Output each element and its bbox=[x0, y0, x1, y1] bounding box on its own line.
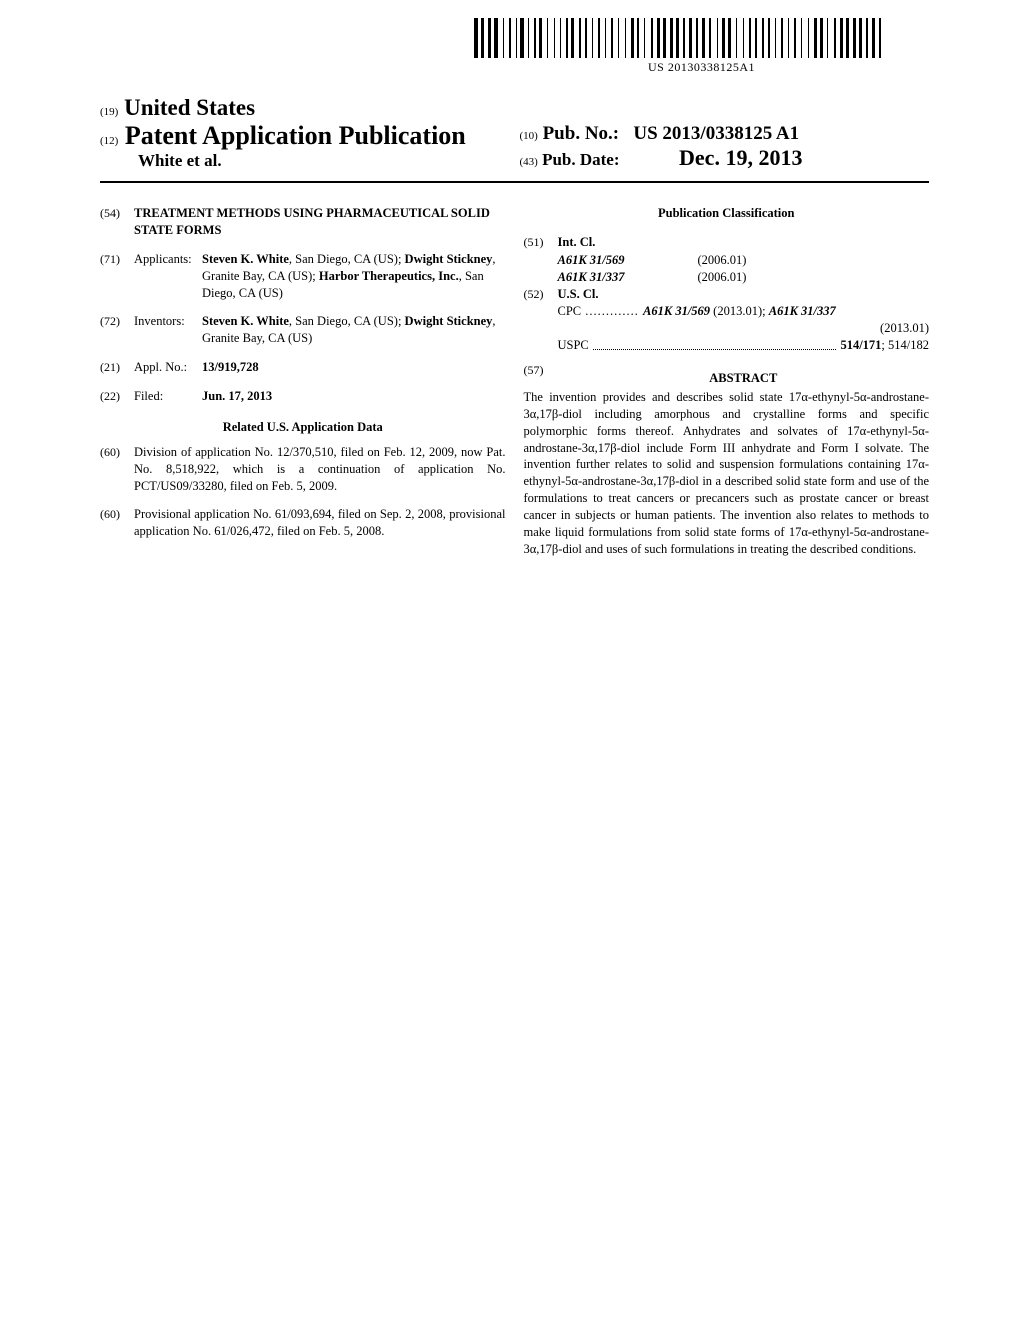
cpc-label: CPC bbox=[558, 304, 582, 318]
country: United States bbox=[124, 95, 255, 120]
uspc-val2: ; 514/182 bbox=[881, 337, 929, 354]
code-21: (21) bbox=[100, 359, 134, 376]
left-column: (54) TREATMENT METHODS USING PHARMACEUTI… bbox=[100, 205, 506, 558]
right-column: Publication Classification (51) Int. Cl.… bbox=[524, 205, 930, 558]
pub-type: Patent Application Publication bbox=[125, 121, 466, 150]
code-51: (51) bbox=[524, 234, 558, 251]
dots bbox=[593, 337, 837, 350]
code-19: (19) bbox=[100, 106, 118, 118]
code-72: (72) bbox=[100, 313, 134, 347]
intcl-row: A61K 31/569 (2006.01) bbox=[558, 252, 930, 269]
f60a-text: Division of application No. 12/370,510, … bbox=[134, 444, 506, 495]
label-applicants: Applicants: bbox=[134, 251, 202, 302]
content-columns: (54) TREATMENT METHODS USING PHARMACEUTI… bbox=[100, 205, 929, 558]
pubdate: Dec. 19, 2013 bbox=[679, 145, 802, 170]
intcl-year: (2006.01) bbox=[698, 269, 747, 286]
related-data-head: Related U.S. Application Data bbox=[100, 419, 506, 436]
field-60a: (60) Division of application No. 12/370,… bbox=[100, 444, 506, 495]
field-54: (54) TREATMENT METHODS USING PHARMACEUTI… bbox=[100, 205, 506, 239]
pubno-label: Pub. No.: bbox=[543, 123, 620, 144]
header-pubtype-line: (12) Patent Application Publication bbox=[100, 121, 510, 151]
applicants-value: Steven K. White, San Diego, CA (US); Dwi… bbox=[202, 251, 506, 302]
cpc-year2: (2013.01) bbox=[524, 320, 930, 337]
barcode-block: US 20130338125A1 bbox=[474, 18, 929, 75]
cpc-line: CPCA61K 31/569 (2013.01); A61K 31/337 bbox=[558, 303, 930, 320]
code-57: (57) bbox=[524, 362, 558, 387]
code-22: (22) bbox=[100, 388, 134, 405]
pubdate-label: Pub. Date: bbox=[542, 150, 619, 169]
code-60b: (60) bbox=[100, 506, 134, 540]
label-applno: Appl. No.: bbox=[134, 359, 202, 376]
code-71: (71) bbox=[100, 251, 134, 302]
pub-date-line: (43) Pub. Date: Dec. 19, 2013 bbox=[520, 145, 930, 171]
dots bbox=[581, 304, 643, 318]
author-line: White et al. bbox=[100, 151, 510, 171]
applno-value: 13/919,728 bbox=[202, 360, 259, 374]
code-12: (12) bbox=[100, 135, 118, 147]
code-43: (43) bbox=[520, 156, 538, 168]
abstract-head: ABSTRACT bbox=[558, 370, 930, 387]
field-71: (71) Applicants: Steven K. White, San Di… bbox=[100, 251, 506, 302]
field-21: (21) Appl. No.: 13/919,728 bbox=[100, 359, 506, 376]
barcode bbox=[474, 18, 929, 58]
f60b-text: Provisional application No. 61/093,694, … bbox=[134, 506, 506, 540]
pub-no-line: (10) Pub. No.: US 2013/0338125 A1 bbox=[520, 123, 930, 145]
abstract-body: The invention provides and describes sol… bbox=[524, 389, 930, 558]
field-51: (51) Int. Cl. bbox=[524, 234, 930, 251]
header-country-line: (19) United States bbox=[100, 95, 510, 121]
uspc-val1: 514/171 bbox=[840, 337, 881, 354]
intcl-class: A61K 31/569 bbox=[558, 252, 698, 269]
field-57: (57) ABSTRACT bbox=[524, 362, 930, 387]
field-22: (22) Filed: Jun. 17, 2013 bbox=[100, 388, 506, 405]
uspc-line: USPC 514/171; 514/182 bbox=[558, 337, 930, 354]
field-60b: (60) Provisional application No. 61/093,… bbox=[100, 506, 506, 540]
cpc-value2: A61K 31/337 bbox=[769, 304, 836, 318]
code-60a: (60) bbox=[100, 444, 134, 495]
code-52: (52) bbox=[524, 286, 558, 303]
code-10: (10) bbox=[520, 130, 538, 142]
barcode-text: US 20130338125A1 bbox=[474, 60, 929, 75]
label-filed: Filed: bbox=[134, 388, 202, 405]
label-intcl: Int. Cl. bbox=[558, 234, 596, 251]
code-54: (54) bbox=[100, 205, 134, 239]
field-72: (72) Inventors: Steven K. White, San Die… bbox=[100, 313, 506, 347]
intcl-class: A61K 31/337 bbox=[558, 269, 698, 286]
cpc-value: A61K 31/569 bbox=[643, 304, 710, 318]
intcl-year: (2006.01) bbox=[698, 252, 747, 269]
field-52: (52) U.S. Cl. bbox=[524, 286, 930, 303]
inventors-value: Steven K. White, San Diego, CA (US); Dwi… bbox=[202, 313, 506, 347]
classification-head: Publication Classification bbox=[524, 205, 930, 222]
label-inventors: Inventors: bbox=[134, 313, 202, 347]
pubno: US 2013/0338125 A1 bbox=[633, 123, 799, 144]
uspc-label: USPC bbox=[558, 337, 589, 354]
intcl-row: A61K 31/337 (2006.01) bbox=[558, 269, 930, 286]
title: TREATMENT METHODS USING PHARMACEUTICAL S… bbox=[134, 205, 506, 239]
label-uscl: U.S. Cl. bbox=[558, 286, 599, 303]
header: (19) United States (12) Patent Applicati… bbox=[100, 95, 929, 183]
filed-value: Jun. 17, 2013 bbox=[202, 389, 272, 403]
